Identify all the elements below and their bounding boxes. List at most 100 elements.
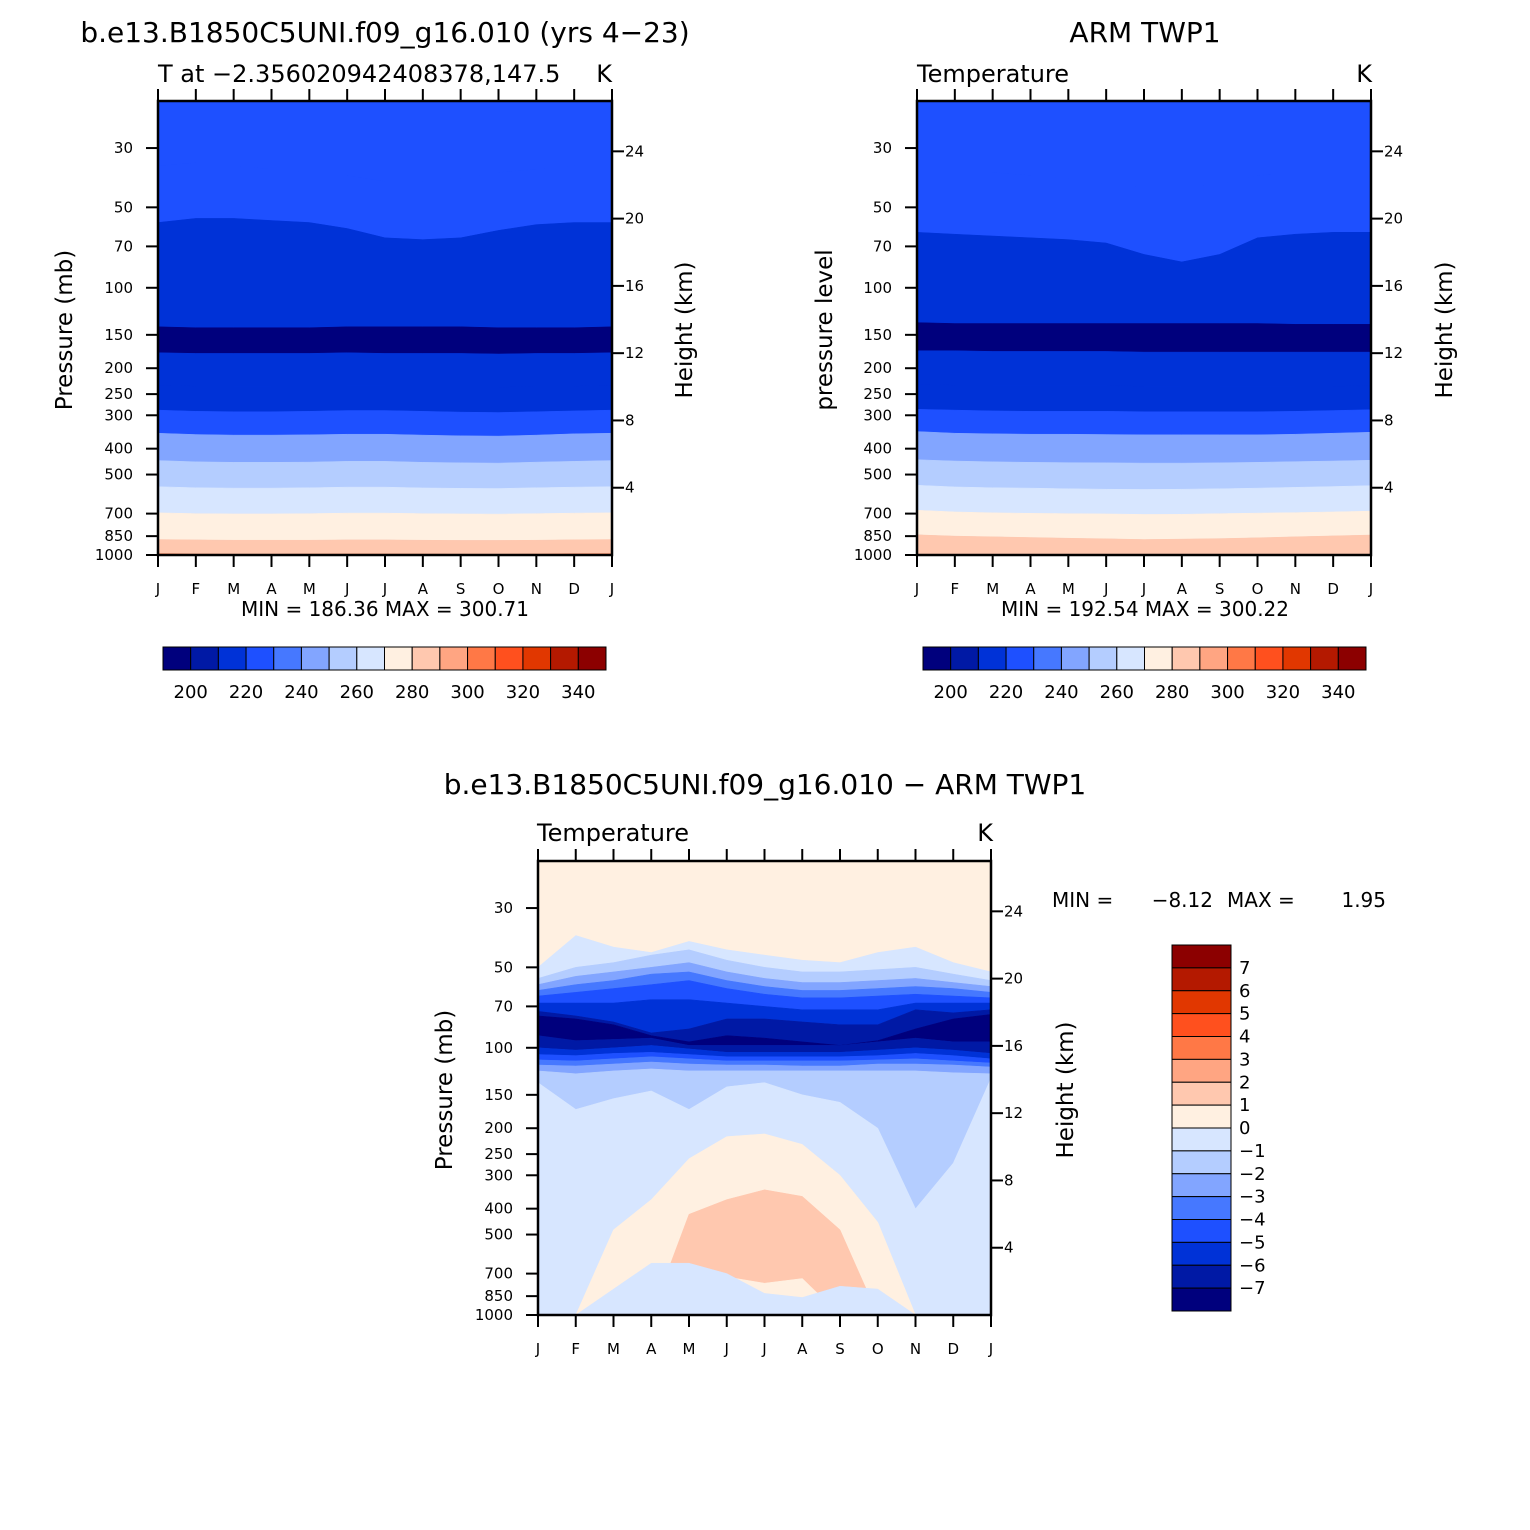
colorbar-box xyxy=(300,646,330,671)
colorbar-label: 320 xyxy=(506,682,540,703)
y-right-tick-label: 8 xyxy=(625,411,635,429)
x-tick-label: J xyxy=(988,1340,993,1358)
obs-ylabel-right: Height (km) xyxy=(1432,261,1458,398)
colorbar-label: 300 xyxy=(1210,682,1244,703)
contour-region xyxy=(158,486,612,515)
x-tick-label: J xyxy=(609,580,614,598)
colorbar-box xyxy=(494,646,524,671)
x-tick-label: A xyxy=(266,580,277,598)
x-tick-label: D xyxy=(1327,580,1339,598)
y-tick-label: 850 xyxy=(863,527,892,545)
colorbar-box xyxy=(1171,1196,1232,1220)
y-tick-label: 400 xyxy=(863,440,892,458)
x-tick-label: M xyxy=(986,580,999,598)
colorbar-box xyxy=(1254,646,1284,671)
y-tick-label: 700 xyxy=(104,505,133,523)
x-tick-label: O xyxy=(872,1340,884,1358)
model-colorbar: 200 220 240 260 280 300 320 340 xyxy=(162,646,607,703)
x-tick-label: N xyxy=(1290,580,1301,598)
colorbar-label: 2 xyxy=(1239,1072,1250,1093)
y-tick-label: 200 xyxy=(863,359,892,377)
colorbar-label: 1 xyxy=(1239,1095,1250,1116)
diff-ylabel-right: Height (km) xyxy=(1053,1021,1079,1158)
model-units: K xyxy=(596,60,613,88)
x-tick-label: F xyxy=(192,580,201,598)
obs-units: K xyxy=(1356,60,1373,88)
colorbar-label: 300 xyxy=(450,682,484,703)
x-tick-label: M xyxy=(1062,580,1075,598)
diff-stats-min-label: MIN = xyxy=(1052,888,1113,912)
y-tick-label: 200 xyxy=(104,359,133,377)
x-tick-label: J xyxy=(344,580,349,598)
colorbar-box xyxy=(1171,1058,1232,1083)
y-tick-label: 400 xyxy=(104,440,133,458)
x-tick-label: O xyxy=(1252,580,1264,598)
y-right-tick-label: 8 xyxy=(1004,1171,1014,1189)
colorbar-box xyxy=(190,646,219,671)
contour-fills xyxy=(158,101,612,555)
colorbar-box xyxy=(1144,646,1173,671)
y-tick-label: 50 xyxy=(494,958,513,976)
colorbar-label: −4 xyxy=(1239,1210,1266,1231)
x-tick-label: S xyxy=(456,580,466,598)
y-tick-label: 30 xyxy=(494,899,513,917)
x-tick-label: D xyxy=(947,1340,959,1358)
y-right-tick-label: 16 xyxy=(625,277,644,295)
y-tick-label: 500 xyxy=(484,1226,513,1244)
x-tick-label: A xyxy=(418,580,429,598)
colorbar-label: −2 xyxy=(1239,1164,1266,1185)
x-tick-label: A xyxy=(646,1340,657,1358)
y-tick-label: 500 xyxy=(863,466,892,484)
y-tick-label: 300 xyxy=(863,406,892,424)
colorbar-box xyxy=(1033,646,1062,671)
model-left-label: T at −2.356020942408378,147.5 xyxy=(157,60,560,88)
x-tick-label: J xyxy=(1103,580,1108,598)
colorbar-box xyxy=(950,646,979,671)
y-tick-label: 250 xyxy=(863,385,892,403)
colorbar-box xyxy=(1171,1127,1232,1152)
colorbar-box xyxy=(1088,646,1118,671)
colorbar-box xyxy=(1171,646,1201,671)
y-tick-label: 850 xyxy=(104,527,133,545)
colorbar-box xyxy=(1337,646,1367,671)
colorbar-box xyxy=(1171,1241,1232,1266)
contour-region xyxy=(158,512,612,541)
contour-region xyxy=(158,460,612,489)
colorbar-label: −3 xyxy=(1239,1187,1266,1208)
colorbar-label: 260 xyxy=(1100,682,1134,703)
y-right-tick-label: 12 xyxy=(1004,1104,1023,1122)
contour-region xyxy=(158,385,612,413)
colorbar-box xyxy=(577,646,607,671)
colorbar-box xyxy=(1171,1104,1232,1129)
y-tick-label: 30 xyxy=(114,139,133,157)
colorbar-label: −7 xyxy=(1239,1278,1266,1299)
colorbar-box xyxy=(162,646,192,671)
x-tick-label: J xyxy=(1141,580,1146,598)
obs-title: ARM TWP1 xyxy=(1069,16,1220,49)
y-tick-label: 70 xyxy=(114,237,133,255)
y-right-tick-label: 24 xyxy=(1384,142,1403,160)
x-tick-label: M xyxy=(227,580,240,598)
y-right-tick-label: 16 xyxy=(1384,277,1403,295)
colorbar-box xyxy=(1171,967,1232,992)
colorbar-label: −1 xyxy=(1239,1141,1266,1162)
obs-panel: ARM TWP1 Temperature K J F M A M J J A S O N D J 30 50… xyxy=(812,16,1458,703)
y-tick-label: 300 xyxy=(484,1166,513,1184)
colorbar-box xyxy=(1199,646,1229,671)
colorbar-box xyxy=(522,646,552,671)
y-tick-label: 150 xyxy=(104,326,133,344)
colorbar-label: 7 xyxy=(1239,958,1250,979)
colorbar-label: 200 xyxy=(934,682,968,703)
colorbar-label: 4 xyxy=(1239,1027,1250,1048)
y-tick-label: 850 xyxy=(484,1287,513,1305)
colorbar-box xyxy=(1171,990,1232,1015)
y-right-tick-label: 8 xyxy=(1384,411,1394,429)
x-tick-label: S xyxy=(1215,580,1225,598)
x-tick-label: F xyxy=(571,1340,580,1358)
y-tick-label: 100 xyxy=(863,279,892,297)
x-tick-label: F xyxy=(951,580,960,598)
contour-region xyxy=(917,431,1371,464)
colorbar-box xyxy=(1227,646,1256,671)
colorbar-box xyxy=(1171,944,1232,969)
